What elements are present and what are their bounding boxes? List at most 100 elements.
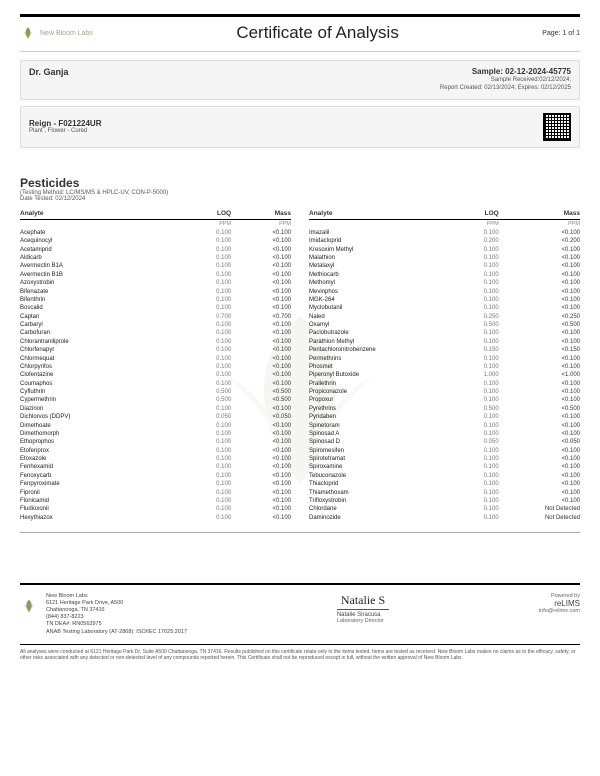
table-row: Permethrins0.100<0.100 [309,354,580,362]
table-row: Acephate0.100<0.100 [20,229,291,237]
client-sample-block: Dr. Ganja Sample: 02-12-2024-45775 Sampl… [20,60,580,100]
col-mass: Mass [499,208,580,220]
table-row: Chlorantraniliprole0.100<0.100 [20,338,291,346]
footer: New Bloom Labs6121 Heritage Park Drive, … [20,583,580,636]
table-row: Acequinocyl0.100<0.100 [20,237,291,245]
table-row: Spirotetramat0.100<0.100 [309,455,580,463]
col-loq: LOQ [183,208,232,220]
sample-received: Sample Received:02/12/2024; [440,76,571,84]
table-row: Fenoxycarb0.100<0.100 [20,472,291,480]
table-row: Avermectin B1A0.100<0.100 [20,262,291,270]
table-row: Prallethrin0.100<0.100 [309,380,580,388]
table-row: Imidacloprid0.200<0.200 [309,237,580,245]
lab-logo: New Bloom Labs [20,25,93,41]
product-block: Reign - F021224UR Plant , Flower - Cured [20,106,580,148]
signature-icon: Natalie S [337,593,389,610]
table-row: Trifloxystrobin0.100<0.100 [309,497,580,505]
table-row: Carbaryl0.100<0.100 [20,321,291,329]
footer-address: New Bloom Labs6121 Heritage Park Drive, … [46,593,187,636]
table-row: Methiocarb0.100<0.100 [309,271,580,279]
table-row: Flonicamid0.100<0.100 [20,497,291,505]
table-row: Parathion Methyl0.100<0.100 [309,338,580,346]
table-row: Thiacloprid0.100<0.100 [309,480,580,488]
table-row: Chlordane0.100Not Detected [309,505,580,513]
table-row: Pyridaben0.100<0.100 [309,413,580,421]
table-row: Fenhexamid0.100<0.100 [20,463,291,471]
signatory-role: Laboratory Director [337,618,389,624]
table-row: Azoxystrobin0.100<0.100 [20,279,291,287]
product-type: Plant , Flower - Cured [29,128,101,134]
results-right: Analyte LOQ Mass PPM PPM Imazalil0.100<0… [309,208,580,522]
client-name: Dr. Ganja [29,67,69,93]
disclaimer: All analyses were conducted at 6121 Heri… [20,644,580,662]
table-row: Metalaxyl0.100<0.100 [309,262,580,270]
table-row: Phosmet0.100<0.100 [309,363,580,371]
col-analyte: Analyte [20,208,183,220]
table-row: Dimethoate0.100<0.100 [20,421,291,429]
table-row: Boscalid0.100<0.100 [20,304,291,312]
table-row: Myclobutanil0.100<0.100 [309,304,580,312]
relims-name: reLIMS [539,599,580,608]
table-row: Aldicarb0.100<0.100 [20,254,291,262]
table-row: Chlorfenapyr0.100<0.100 [20,346,291,354]
table-row: Avermectin B1B0.100<0.100 [20,271,291,279]
table-row: Chlormequat0.100<0.100 [20,354,291,362]
table-row: Coumaphos0.100<0.100 [20,380,291,388]
table-row: Kresoxim Methyl0.100<0.100 [309,246,580,254]
table-row: Dimethomorph0.100<0.100 [20,430,291,438]
table-row: Naled0.250<0.250 [309,313,580,321]
table-row: Captan0.700<0.700 [20,313,291,321]
sample-id: Sample: 02-12-2024-45775 [440,67,571,76]
col-analyte: Analyte [309,208,464,220]
table-row: Propiconazole0.100<0.100 [309,388,580,396]
table-row: Etoxazole0.100<0.100 [20,455,291,463]
table-row: Spinosad D0.050<0.050 [309,438,580,446]
results-table: Analyte LOQ Mass PPM PPM Acephate0.100<0… [20,208,580,533]
table-row: Piperonyl Butoxide1.000<1.000 [309,371,580,379]
table-row: Ethoprophos0.100<0.100 [20,438,291,446]
section-date: Date Tested: 02/12/2024 [20,196,580,202]
table-row: Cypermethrin0.500<0.500 [20,396,291,404]
table-row: Pyrethrins0.500<0.500 [309,405,580,413]
table-row: Hexythiazox0.100<0.100 [20,514,291,522]
loq-unit: PPM [183,219,232,229]
table-row: Mevinphos0.100<0.100 [309,287,580,295]
table-row: Spiroxamine0.100<0.100 [309,463,580,471]
table-row: Diazinon0.100<0.100 [20,405,291,413]
table-row: MGK-2640.100<0.100 [309,296,580,304]
table-row: Pentachloronitrobenzene0.150<0.150 [309,346,580,354]
relims-link: info@relims.com [539,608,580,614]
table-row: Spiromesifen0.100<0.100 [309,447,580,455]
table-row: Malathion0.100<0.100 [309,254,580,262]
table-row: Oxamyl0.500<0.500 [309,321,580,329]
table-row: Daminozide0.100Not Detected [309,514,580,522]
table-row: Paclobutrazole0.100<0.100 [309,329,580,337]
table-row: Spinetoram0.100<0.100 [309,421,580,429]
table-row: Clofentazine0.100<0.100 [20,371,291,379]
table-row: Fipronil0.100<0.100 [20,488,291,496]
table-row: Tebuconazole0.100<0.100 [309,472,580,480]
table-row: Dichlorvos (DDPV)0.050<0.050 [20,413,291,421]
table-row: Propoxur0.100<0.100 [309,396,580,404]
header-bar: New Bloom Labs Certificate of Analysis P… [20,14,580,52]
page-title: Certificate of Analysis [236,23,399,43]
section-title: Pesticides [20,176,580,190]
table-row: Methomyl0.100<0.100 [309,279,580,287]
product-name: Reign - F021224UR [29,119,101,128]
sample-report: Report Created: 02/13/2024; Expires: 02/… [440,84,571,92]
table-row: Thiamethoxam0.100<0.100 [309,488,580,496]
footer-logo-icon [20,597,38,615]
loq-unit: PPM [464,219,499,229]
lab-name: New Bloom Labs [40,30,93,37]
col-mass: Mass [231,208,291,220]
mass-unit: PPM [231,219,291,229]
table-row: Bifenthrin0.100<0.100 [20,296,291,304]
table-row: Fludioxonil0.100<0.100 [20,505,291,513]
table-row: Spinosad A0.100<0.100 [309,430,580,438]
table-row: Acetamiprid0.100<0.100 [20,246,291,254]
page-number: Page: 1 of 1 [542,30,580,37]
table-row: Fenpyroximate0.100<0.100 [20,480,291,488]
table-row: Carbofuran0.100<0.100 [20,329,291,337]
signature-block: Natalie S Natalie Siracusa Laboratory Di… [337,593,389,624]
mass-unit: PPM [499,219,580,229]
